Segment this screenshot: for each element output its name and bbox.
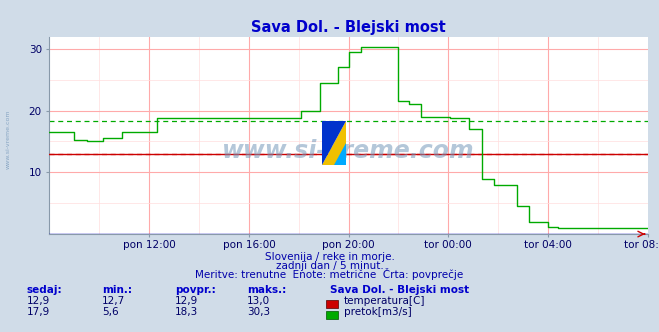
Text: povpr.:: povpr.: — [175, 285, 215, 295]
Text: min.:: min.: — [102, 285, 132, 295]
Text: 30,3: 30,3 — [247, 307, 270, 317]
Text: maks.:: maks.: — [247, 285, 287, 295]
Text: 5,6: 5,6 — [102, 307, 119, 317]
Text: pretok[m3/s]: pretok[m3/s] — [344, 307, 412, 317]
Text: Slovenija / reke in morje.: Slovenija / reke in morje. — [264, 252, 395, 262]
Text: 12,9: 12,9 — [175, 296, 198, 306]
Text: sedaj:: sedaj: — [26, 285, 62, 295]
Text: 18,3: 18,3 — [175, 307, 198, 317]
Text: www.si-vreme.com: www.si-vreme.com — [5, 110, 11, 169]
Text: 12,9: 12,9 — [26, 296, 49, 306]
Text: www.si-vreme.com: www.si-vreme.com — [222, 139, 475, 163]
Text: 13,0: 13,0 — [247, 296, 270, 306]
Text: zadnji dan / 5 minut.: zadnji dan / 5 minut. — [275, 261, 384, 271]
Text: temperatura[C]: temperatura[C] — [344, 296, 426, 306]
Text: Sava Dol. - Blejski most: Sava Dol. - Blejski most — [330, 285, 469, 295]
Title: Sava Dol. - Blejski most: Sava Dol. - Blejski most — [251, 20, 446, 35]
Text: 17,9: 17,9 — [26, 307, 49, 317]
Text: 12,7: 12,7 — [102, 296, 125, 306]
Text: Meritve: trenutne  Enote: metrične  Črta: povprečje: Meritve: trenutne Enote: metrične Črta: … — [195, 268, 464, 280]
